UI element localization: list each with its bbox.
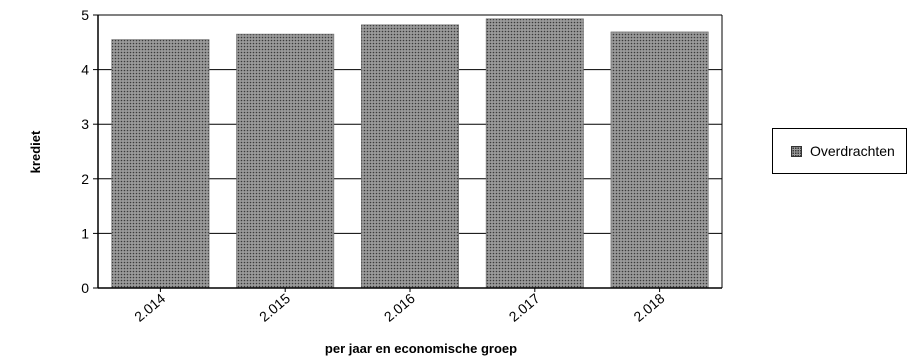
legend: Overdrachten bbox=[772, 128, 907, 174]
x-tick-label: 2.018 bbox=[630, 290, 667, 325]
y-tick-label: 3 bbox=[81, 116, 89, 132]
y-tick-label: 2 bbox=[81, 171, 89, 187]
legend-label-overdrachten: Overdrachten bbox=[810, 143, 895, 159]
x-tick-labels: 2.014 2.015 2.016 2.017 2.018 bbox=[131, 288, 668, 325]
y-tick-label: 4 bbox=[81, 62, 89, 78]
y-tick-label: 1 bbox=[81, 225, 89, 241]
bar-2.017 bbox=[485, 18, 584, 289]
bar-2.015 bbox=[236, 33, 335, 289]
bar-2.014 bbox=[111, 39, 210, 289]
x-tick-label: 2.014 bbox=[131, 290, 168, 325]
y-axis-label: krediet bbox=[28, 130, 43, 173]
y-tick-label: 5 bbox=[81, 7, 89, 23]
x-axis-label: per jaar en economische groep bbox=[325, 341, 517, 356]
x-tick-label: 2.015 bbox=[256, 290, 293, 325]
legend-swatch-overdrachten bbox=[791, 145, 802, 157]
x-tick-label: 2.017 bbox=[506, 290, 543, 325]
bars bbox=[111, 18, 709, 289]
y-tick-label: 0 bbox=[81, 280, 89, 296]
y-tick-labels: 0 1 2 3 4 5 bbox=[81, 7, 98, 296]
bar-2.016 bbox=[361, 24, 459, 289]
x-tick-label: 2.016 bbox=[381, 290, 418, 325]
bar-2.018 bbox=[610, 31, 709, 289]
